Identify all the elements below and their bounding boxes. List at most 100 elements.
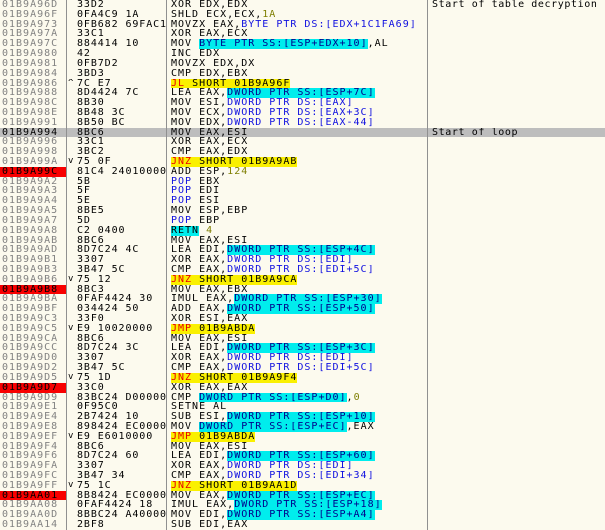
disasm-cell[interactable]: XOR EAX,DWORD PTR DS:[EDI] [167,353,428,364]
asm-row[interactable]: 01B9A9A5 8BE5 MOV ESP,EBP [0,206,605,216]
comment-cell[interactable] [428,471,605,481]
disasm-cell[interactable]: ADD EAX,DWORD PTR SS:[ESP+50] [167,304,428,314]
address-cell[interactable]: 01B9A9C3 [0,314,67,324]
address-cell[interactable]: 01B9A9B6 [0,274,67,285]
disasm-cell[interactable]: MOV ESI,DWORD PTR DS:[EAX] [167,98,428,108]
asm-row[interactable]: 01B9A9B3 3B47 5C CMP EAX,DWORD PTR DS:[EDI… [0,264,605,275]
comment-cell[interactable]: Start of table decryption [432,0,598,10]
disasm-cell[interactable]: SETNE AL [167,402,428,413]
comment-cell[interactable] [428,118,605,128]
address-cell[interactable]: 01B9A9D9 [0,392,67,403]
disasm-cell[interactable]: XOR EAX,ECX [167,137,428,148]
address-cell[interactable]: 01B9A9F4 [0,441,67,452]
disasm-cell[interactable]: MOV BYTE PTR SS:[ESP+EDX+10],AL [167,39,428,50]
disasm-cell[interactable]: MOV EAX,ESI [167,441,428,452]
disasm-cell[interactable]: POP EDI [167,186,428,197]
comment-cell[interactable] [428,196,605,206]
address-cell[interactable]: 01B9A9FC [0,471,67,481]
address-cell[interactable]: 01B9A984 [0,68,67,79]
address-cell[interactable]: 01B9A9F6 [0,451,67,462]
comment-cell[interactable] [428,265,605,275]
asm-row[interactable]: 01B9A9AB 8BC6 MOV EAX,ESI [0,235,605,246]
disasm-cell[interactable]: SUB ESI,DWORD PTR SS:[ESP+10] [167,412,428,422]
disasm-cell[interactable]: MOV ECX,DWORD PTR DS:[EAX+3C] [167,107,428,118]
disasm-cell[interactable]: XOR EAX,ECX [167,29,428,40]
comment-cell[interactable] [428,432,605,442]
address-cell[interactable]: 01B9A980 [0,49,67,59]
address-cell-breakpoint[interactable]: 01B9A9B8 [0,284,67,295]
comment-cell[interactable] [428,451,605,461]
comment-cell[interactable] [428,275,605,285]
comment-cell[interactable] [428,79,605,89]
address-cell[interactable]: 01B9A9A4 [0,196,67,207]
address-cell[interactable]: 01B9A9A7 [0,215,67,226]
disasm-cell[interactable]: MOV EAX,ESI [167,127,428,138]
asm-row[interactable]: 01B9A986 ^ 7C E7 JL SHORT 01B9A96F [0,78,605,89]
asm-row[interactable]: 01B9A9A3 5F POP EDI [0,186,605,197]
asm-row[interactable]: 01B9A9B1 3307 XOR EAX,DWORD PTR DS:[EDI] [0,255,605,265]
asm-row[interactable]: 01B9A9B6 v 75 12 JNZ SHORT 01B9A9CA [0,274,605,285]
comment-cell[interactable] [428,255,605,265]
asm-row[interactable]: 01B9A99C 81C4 24010000 ADD ESP,124 [0,166,605,177]
disasm-cell[interactable]: MOV EDI,DWORD PTR SS:[ESP+A4] [167,510,428,521]
comment-cell[interactable] [428,343,605,353]
comment-cell[interactable] [428,412,605,422]
address-cell[interactable]: 01B9A9AD [0,245,67,256]
address-cell[interactable]: 01B9A9E1 [0,402,67,413]
comment-cell[interactable]: Start of loop [432,127,519,138]
comment-cell[interactable] [428,285,605,295]
comment-cell[interactable] [428,461,605,471]
address-cell[interactable]: 01B9A9B3 [0,264,67,275]
asm-row[interactable]: 01B9A9FF v 75 1C JNZ SHORT 01B9AA1D [0,480,605,491]
disasm-cell[interactable]: SHLD ECX,ECX,1A [167,9,428,20]
comment-cell[interactable] [428,491,605,501]
comment-cell[interactable] [428,59,605,69]
address-cell[interactable]: 01B9A9EF [0,431,67,442]
address-cell[interactable]: 01B9A9A5 [0,206,67,216]
asm-row[interactable]: 01B9A96D 33D2 XOR EDX,EDX Start of table de… [0,0,605,10]
comment-cell[interactable] [428,10,605,20]
asm-row[interactable]: 01B9A9C5 v E9 10020000 JMP 01B9ABDA [0,323,605,334]
asm-row[interactable]: 01B9A9E4 2B7424 10 SUB ESI,DWORD PTR SS:[E… [0,412,605,422]
disasm-cell[interactable]: LEA EAX,DWORD PTR SS:[ESP+7C] [167,88,428,99]
address-cell[interactable]: 01B9A998 [0,147,67,157]
address-cell[interactable]: 01B9AA14 [0,520,67,530]
disasm-cell[interactable]: INC EDX [167,49,428,59]
asm-row[interactable]: 01B9A9BF 034424 50 ADD EAX,DWORD PTR SS:[E… [0,304,605,314]
comment-cell[interactable] [428,226,605,236]
asm-row[interactable]: 01B9A981 0FB7D2 MOVZX EDX,DX [0,58,605,69]
comment-cell[interactable] [428,442,605,452]
address-cell[interactable]: 01B9A9B1 [0,255,67,265]
address-cell[interactable]: 01B9AA0D [0,510,67,521]
address-cell[interactable]: 01B9A99A [0,157,67,167]
disasm-cell[interactable]: CMP EDX,EBX [167,68,428,79]
address-cell[interactable]: 01B9A9FF [0,480,67,491]
asm-row[interactable]: 01B9A9F4 8BC6 MOV EAX,ESI [0,441,605,452]
address-cell[interactable]: 01B9A986 [0,78,67,89]
disasm-cell[interactable]: CMP EAX,DWORD PTR DS:[EDI+34] [167,471,428,481]
asm-row[interactable]: 01B9A99A v 75 0F JNZ SHORT 01B9A9AB [0,157,605,167]
address-cell[interactable]: 01B9A9C5 [0,323,67,334]
disasm-cell[interactable]: IMUL EAX,DWORD PTR SS:[ESP+18] [167,500,428,511]
asm-row[interactable]: 01B9A994 8BC6 MOV EAX,ESI Start of loop [0,127,605,138]
comment-cell[interactable] [428,324,605,334]
disasm-cell[interactable]: MOV EAX,EBX [167,284,428,295]
comment-cell[interactable] [428,520,605,530]
disasm-cell[interactable]: CMP DWORD PTR SS:[ESP+D0],0 [167,392,428,403]
comment-cell[interactable] [428,245,605,255]
asm-row[interactable]: 01B9A998 3BC2 CMP EAX,EDX [0,147,605,157]
address-cell[interactable]: 01B9A97A [0,29,67,40]
asm-row[interactable]: 01B9A98E 8B48 3C MOV ECX,DWORD PTR DS:[EAX… [0,107,605,118]
address-cell[interactable]: 01B9A9D0 [0,353,67,364]
asm-row[interactable]: 01B9A97A 33C1 XOR EAX,ECX [0,29,605,40]
disasm-cell[interactable]: MOV EAX,DWORD PTR SS:[ESP+EC] [167,490,428,501]
comment-cell[interactable] [428,39,605,49]
disasm-cell[interactable]: XOR EAX,DWORD PTR DS:[EDI] [167,461,428,471]
comment-cell[interactable] [428,393,605,403]
asm-row[interactable]: 01B9A98C 8B30 MOV ESI,DWORD PTR DS:[EAX] [0,98,605,108]
address-cell[interactable]: 01B9A996 [0,137,67,148]
address-cell-breakpoint[interactable]: 01B9A9D7 [0,382,67,393]
address-cell[interactable]: 01B9A973 [0,19,67,30]
